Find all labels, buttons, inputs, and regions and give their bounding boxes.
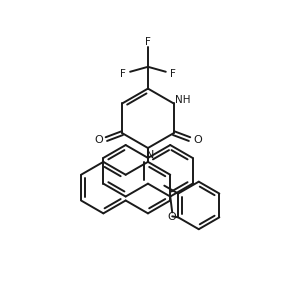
Text: O: O	[168, 212, 177, 222]
Text: NH: NH	[175, 95, 190, 105]
Text: F: F	[145, 37, 151, 47]
Text: O: O	[193, 135, 202, 145]
Text: O: O	[94, 135, 103, 145]
Text: N: N	[146, 150, 154, 160]
Text: F: F	[170, 69, 176, 79]
Text: F: F	[120, 69, 126, 79]
